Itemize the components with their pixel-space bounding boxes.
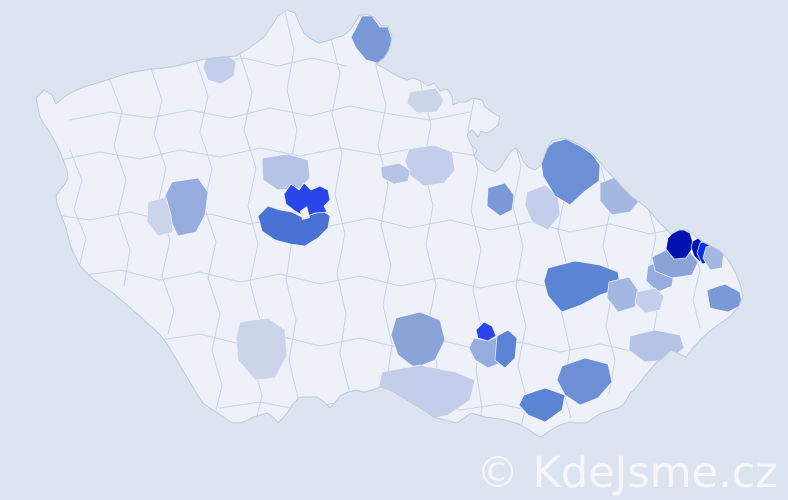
watermark: © KdeJsme.cz bbox=[476, 447, 778, 498]
district-hodonin[interactable] bbox=[518, 387, 566, 423]
district-east-bohemia-lavender[interactable] bbox=[380, 162, 411, 185]
district-border-line bbox=[375, 65, 393, 420]
district-orlicko[interactable] bbox=[486, 182, 515, 217]
map-land-group bbox=[36, 10, 743, 437]
district-prerov[interactable] bbox=[606, 276, 639, 313]
district-trebic[interactable] bbox=[390, 311, 446, 369]
district-boundary-notch bbox=[300, 206, 310, 220]
district-south-bohemia[interactable] bbox=[235, 317, 288, 381]
district-border-line bbox=[69, 105, 471, 121]
district-west-plzen-edge[interactable] bbox=[146, 196, 174, 237]
district-brno-surroundings-east[interactable] bbox=[494, 329, 518, 369]
district-west-of-prague[interactable] bbox=[261, 153, 311, 191]
district-east-bohemia-gray[interactable] bbox=[404, 144, 456, 187]
district-border-line bbox=[69, 149, 87, 265]
district-border-line bbox=[510, 127, 528, 429]
district-border-line bbox=[465, 49, 483, 433]
district-brno-city[interactable] bbox=[475, 321, 497, 342]
district-border-line bbox=[329, 33, 350, 391]
district-northeast-small[interactable] bbox=[406, 87, 445, 114]
district-prague-city[interactable] bbox=[283, 182, 331, 218]
district-prague-surroundings[interactable] bbox=[257, 205, 331, 247]
district-sumperk-lavender[interactable] bbox=[524, 184, 561, 231]
district-border-line bbox=[195, 59, 223, 411]
highlighted-districts bbox=[146, 15, 743, 423]
district-east-lavender[interactable] bbox=[634, 287, 665, 314]
district-olomouc[interactable] bbox=[543, 260, 621, 313]
district-uherske-hradiste[interactable] bbox=[556, 357, 613, 406]
district-border-line bbox=[109, 79, 131, 287]
